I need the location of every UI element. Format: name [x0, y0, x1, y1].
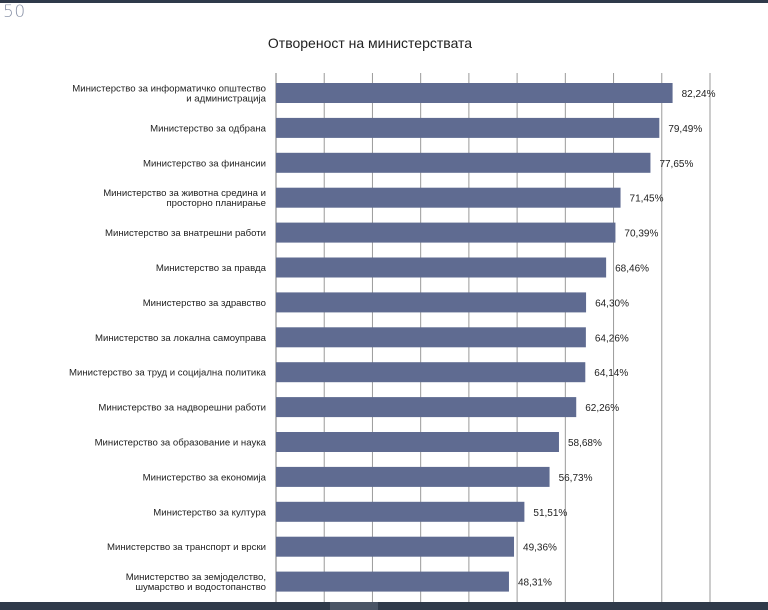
- bar: [276, 397, 577, 418]
- bottom-strip: [0, 602, 768, 610]
- bar: [276, 187, 621, 208]
- category-label: Министерство за земјоделство, шумарство и…: [126, 572, 266, 593]
- bar: [276, 117, 660, 138]
- value-label: 58,68%: [568, 438, 602, 449]
- bottom-strip-segment: [330, 602, 378, 610]
- chart-bars: [276, 83, 673, 592]
- bar: [276, 432, 559, 452]
- value-label: 48,31%: [518, 578, 552, 589]
- bar: [276, 466, 550, 487]
- bar: [276, 83, 673, 103]
- category-label: Министерство за труд и социјална политик…: [69, 368, 267, 379]
- value-label: 62,26%: [585, 403, 619, 414]
- bar: [276, 536, 515, 557]
- category-label: Министерство за култура: [153, 507, 266, 518]
- value-label: 64,14%: [594, 368, 628, 379]
- bar: [276, 362, 586, 383]
- category-label: Министерство за животна средина и простор…: [103, 188, 266, 209]
- value-labels: 82,24% 79,49% 77,65% 71,45% 70,39% 68,46% 64,3…: [518, 89, 716, 589]
- value-label: 70,39%: [624, 229, 658, 240]
- category-label: Министерство за надворешни работи: [98, 403, 266, 414]
- category-label: Министерство за внатрешни работи: [105, 228, 266, 239]
- value-label: 49,36%: [523, 543, 557, 554]
- category-label: Министерство за информатичко општество и …: [72, 84, 266, 105]
- value-label: 64,30%: [595, 298, 629, 309]
- category-label: Министерство за правда: [156, 263, 267, 274]
- value-label: 64,26%: [595, 333, 629, 344]
- value-label: 79,49%: [668, 124, 702, 135]
- category-label: Министерство за одбрана: [150, 123, 267, 134]
- value-label: 77,65%: [659, 159, 693, 170]
- value-label: 51,51%: [533, 508, 567, 519]
- value-label: 56,73%: [559, 473, 593, 484]
- category-label: Министерство за транспорт и врски: [107, 542, 266, 553]
- bar: [276, 501, 525, 522]
- category-label: Министерство за здравство: [143, 298, 266, 309]
- chart-title: Отвореност на министерствата: [267, 35, 473, 51]
- bar: [276, 327, 586, 348]
- category-label: Министерство за локална самоуправа: [95, 333, 267, 344]
- category-labels: Министерство за информатичко општество и …: [69, 84, 267, 594]
- page-number: 50: [3, 2, 26, 22]
- bar: [276, 222, 616, 243]
- bar: [276, 571, 509, 592]
- category-label: Министерство за образование и наука: [95, 438, 267, 449]
- category-label: Министерство за финансии: [143, 158, 266, 169]
- bar: [276, 257, 607, 278]
- bar: [276, 292, 587, 313]
- value-label: 68,46%: [615, 264, 649, 275]
- bar: [276, 152, 651, 173]
- value-label: 82,24%: [682, 89, 716, 100]
- top-rule: [0, 0, 768, 3]
- category-label: Министерство за економија: [143, 472, 267, 483]
- value-label: 71,45%: [630, 194, 664, 205]
